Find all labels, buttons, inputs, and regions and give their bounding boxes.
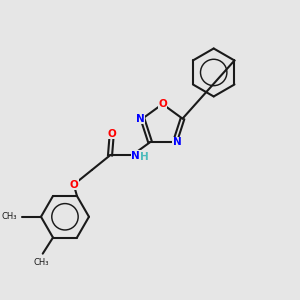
- Text: O: O: [107, 129, 116, 139]
- Text: CH₃: CH₃: [34, 258, 49, 267]
- Text: O: O: [69, 180, 78, 190]
- Text: H: H: [140, 152, 148, 162]
- Text: CH₃: CH₃: [1, 212, 17, 221]
- Text: O: O: [158, 99, 167, 109]
- Text: N: N: [136, 114, 145, 124]
- Text: N: N: [131, 151, 140, 160]
- Text: N: N: [173, 137, 182, 147]
